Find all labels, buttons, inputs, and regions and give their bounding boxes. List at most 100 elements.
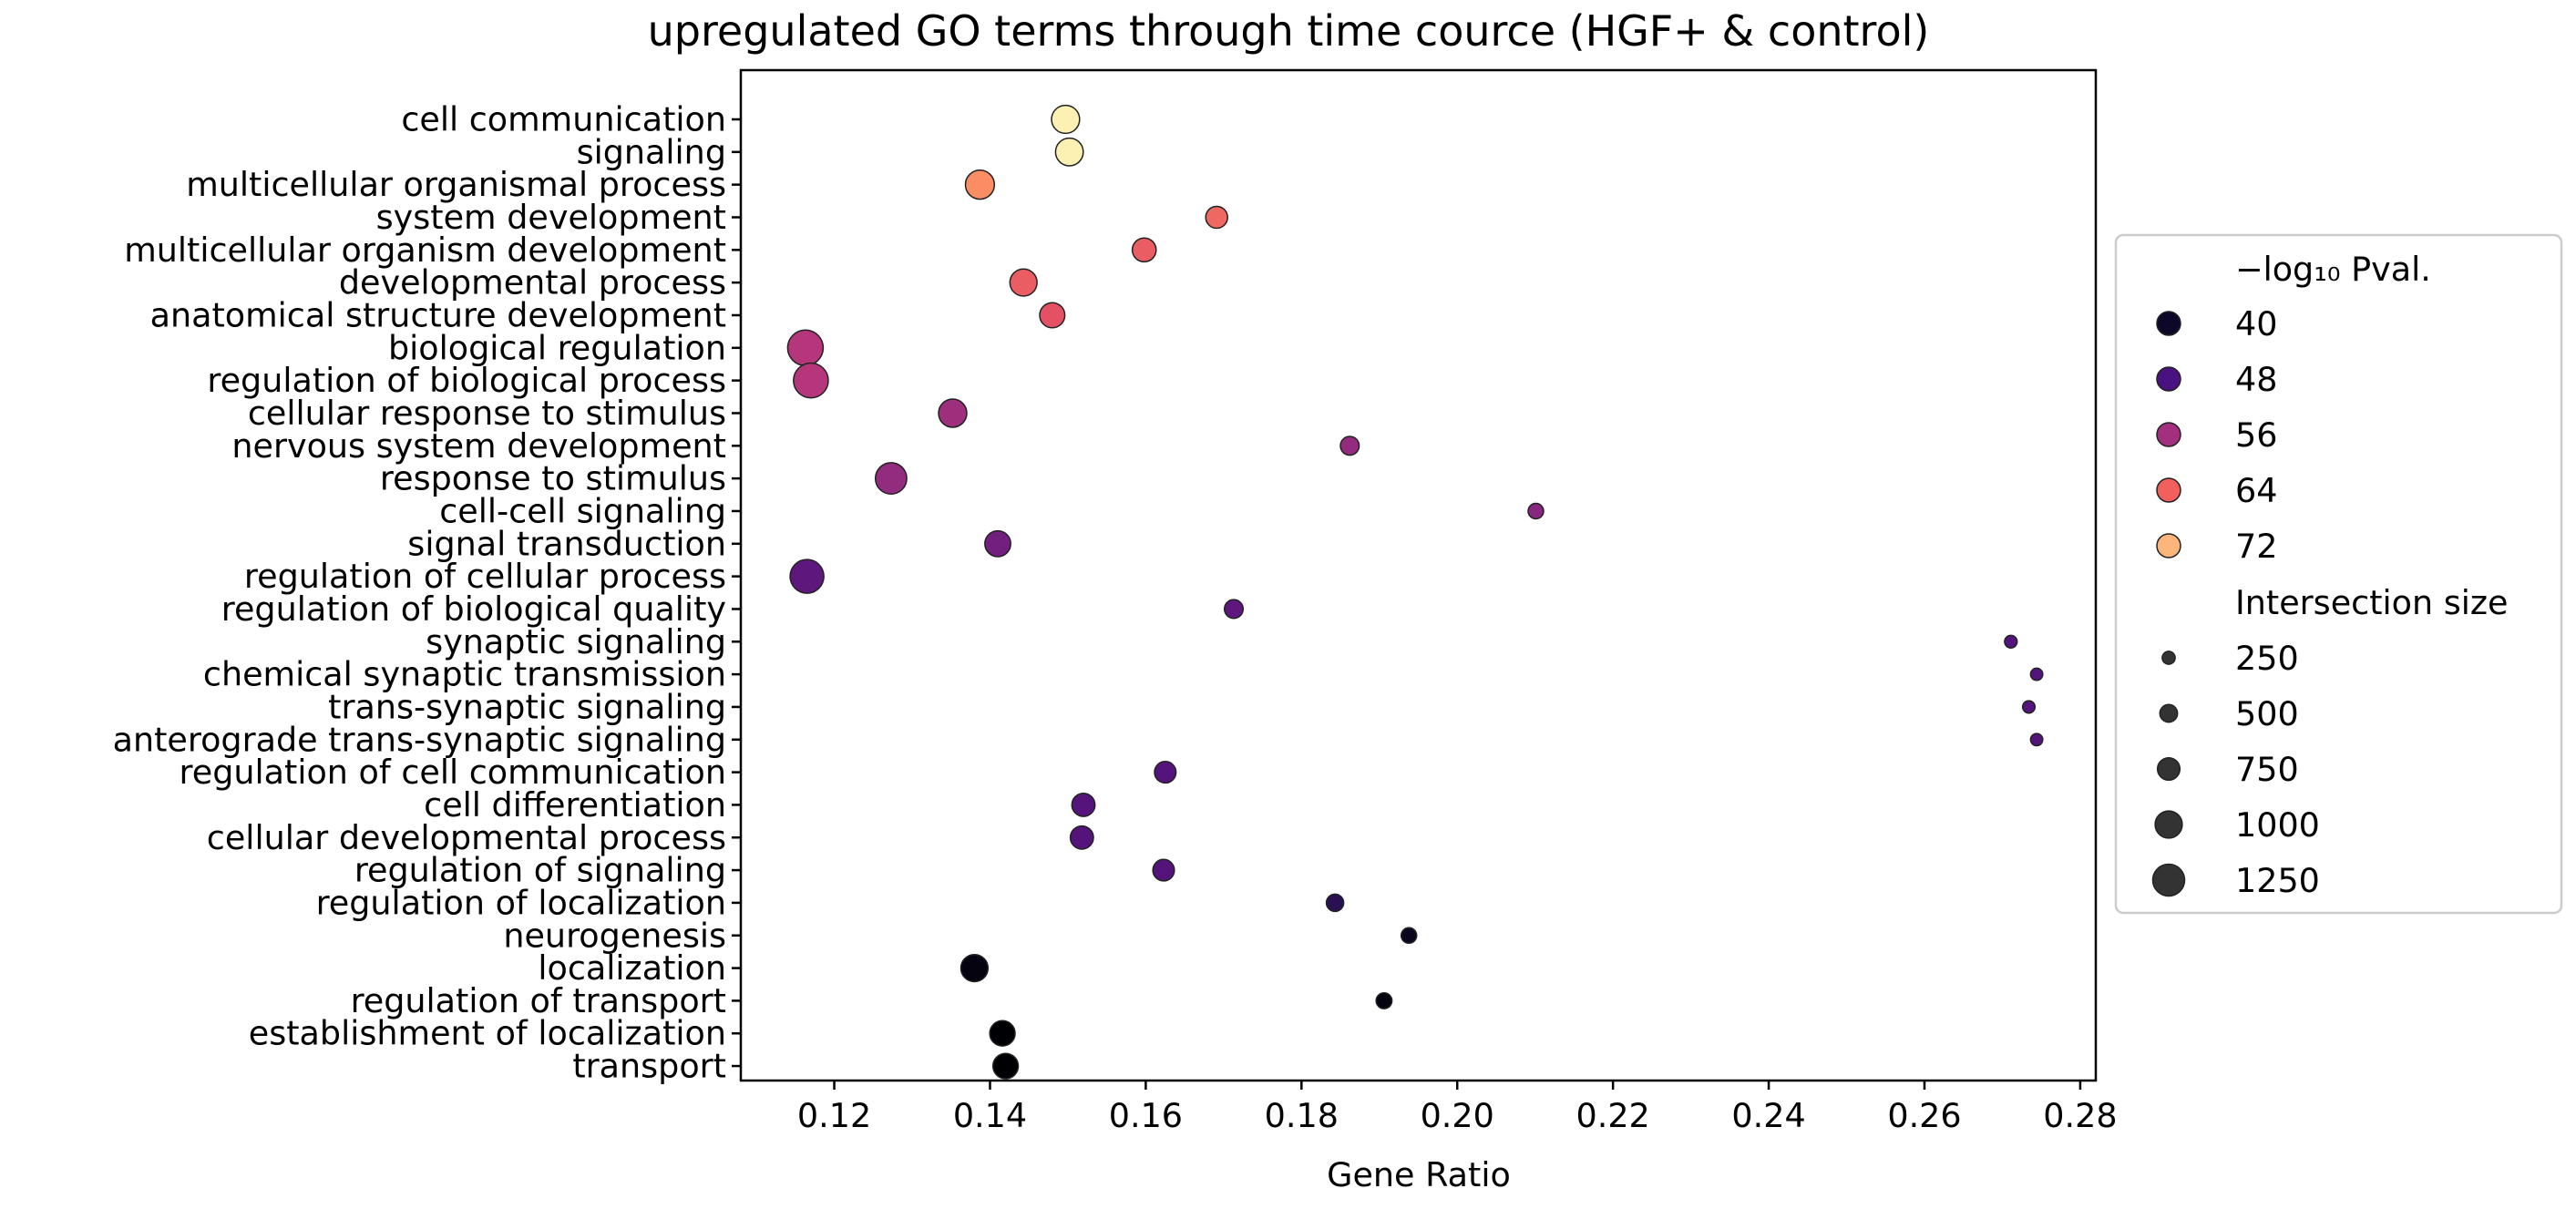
y-tick-label: regulation of signaling	[354, 851, 726, 890]
x-tick-label: 0.26	[1887, 1096, 1961, 1135]
y-tick-label: signaling	[577, 132, 726, 171]
legend-size-swatch	[2161, 651, 2176, 665]
legend-size-swatch	[2156, 756, 2181, 782]
legend-color-label: 48	[2235, 360, 2277, 399]
data-point	[1051, 104, 1081, 135]
legend-size-swatch	[2159, 703, 2179, 723]
y-tick-label: signal transduction	[407, 524, 726, 563]
legend-size-label: 500	[2235, 694, 2299, 733]
y-tick-label: multicellular organism development	[124, 231, 726, 270]
y-tick-label: developmental process	[339, 263, 726, 302]
data-point	[1375, 991, 1393, 1009]
y-tick-label: localization	[538, 948, 726, 988]
data-point	[1527, 502, 1545, 520]
y-tick-label: cell communication	[401, 100, 726, 139]
data-point	[874, 462, 908, 496]
y-tick-label: regulation of cell communication	[180, 753, 726, 792]
data-point	[793, 362, 829, 399]
x-tick-label: 0.12	[797, 1096, 871, 1135]
points-layer	[786, 104, 2044, 1080]
data-point	[984, 529, 1011, 558]
y-tick-label: regulation of transport	[351, 981, 726, 1020]
y-tick-label: regulation of localization	[316, 883, 726, 922]
axes-frame	[739, 68, 2098, 1082]
x-tick-label: 0.20	[1421, 1096, 1494, 1135]
y-tick-label: neurogenesis	[503, 916, 726, 955]
y-tick-label: chemical synaptic transmission	[203, 655, 726, 694]
plot-area: cell communicationsignalingmulticellular…	[113, 68, 2118, 1135]
data-point	[1325, 893, 1345, 913]
x-axis-label: Gene Ratio	[1327, 1155, 1511, 1194]
x-tick-label: 0.24	[1731, 1096, 1805, 1135]
legend: −log₁₀ Pval. 40 48 56 64 72 Intersection siz…	[2114, 233, 2563, 915]
y-tick-label: cellular developmental process	[207, 818, 726, 857]
y-tick-label: nervous system development	[231, 426, 726, 466]
y-tick-label: regulation of biological process	[207, 361, 726, 400]
legend-color-title: −log₁₀ Pval.	[2235, 250, 2431, 289]
y-tick-label: cell differentiation	[424, 785, 726, 825]
y-tick-label: system development	[376, 198, 726, 237]
data-point	[1071, 792, 1096, 817]
x-tick-label: 0.22	[1576, 1096, 1650, 1135]
data-point	[1009, 268, 1038, 297]
y-tick-label: regulation of biological quality	[221, 589, 726, 629]
y-tick-labels: cell communicationsignalingmulticellular…	[113, 100, 741, 1086]
legend-color-swatch	[2156, 366, 2181, 392]
legend-size-swatch	[2151, 863, 2186, 897]
legend-color-label: 40	[2235, 304, 2277, 343]
data-point	[2029, 667, 2044, 681]
data-point	[1152, 858, 1175, 882]
y-tick-label: trans-synaptic signaling	[328, 687, 726, 726]
y-tick-label: biological regulation	[388, 328, 726, 367]
data-point	[1054, 137, 1084, 167]
data-point	[789, 558, 825, 594]
legend-size-label: 750	[2235, 750, 2299, 789]
y-tick-label: cellular response to stimulus	[248, 394, 726, 433]
legend-size-label: 250	[2235, 639, 2299, 678]
x-tick-label: 0.14	[953, 1096, 1027, 1135]
data-point	[1039, 302, 1066, 329]
data-point	[1400, 927, 1418, 945]
legend-size-title: Intersection size	[2235, 583, 2509, 622]
data-point	[938, 398, 968, 428]
y-tick-label: response to stimulus	[380, 459, 726, 498]
data-point	[1069, 825, 1094, 850]
legend-size-swatch	[2154, 810, 2183, 839]
data-point	[964, 169, 996, 200]
legend-color-swatch	[2156, 533, 2181, 558]
data-point	[2029, 733, 2044, 747]
legend-size-label: 1000	[2235, 805, 2320, 845]
y-tick-label: synaptic signaling	[426, 622, 726, 661]
legend-color-swatch	[2156, 422, 2181, 447]
legend-size-entries: 250 500 750 1000 1250	[2151, 639, 2320, 900]
y-tick-label: cell-cell signaling	[439, 491, 726, 530]
data-point	[2021, 700, 2037, 714]
legend-color-swatch	[2156, 311, 2181, 336]
legend-size-label: 1250	[2235, 861, 2320, 900]
data-point	[1131, 237, 1157, 263]
x-ticks: 0.12 0.14 0.16 0.18 0.20 0.22 0.24 0.26 0.28	[797, 1081, 2118, 1135]
data-point	[960, 953, 990, 983]
data-point	[1205, 205, 1228, 230]
x-tick-label: 0.16	[1109, 1096, 1183, 1135]
data-point	[1223, 599, 1245, 620]
y-tick-label: establishment of localization	[249, 1014, 726, 1053]
data-point	[991, 1052, 1020, 1080]
legend-color-label: 64	[2235, 471, 2277, 510]
y-tick-label: anterograde trans-synaptic signaling	[113, 720, 726, 759]
x-tick-label: 0.18	[1265, 1096, 1339, 1135]
x-tick-label: 0.28	[2043, 1096, 2117, 1135]
legend-color-label: 56	[2235, 415, 2277, 455]
y-tick-label: transport	[572, 1047, 726, 1086]
legend-frame	[2114, 233, 2563, 915]
data-point	[2004, 634, 2018, 649]
y-tick-label: anatomical structure development	[150, 295, 726, 334]
data-point	[786, 329, 825, 367]
y-tick-label: multicellular organismal process	[186, 165, 726, 204]
legend-color-label: 72	[2235, 527, 2277, 566]
legend-color-entries: 40 48 56 64 72	[2156, 304, 2277, 566]
chart-title: upregulated GO terms through time cource…	[648, 6, 1930, 56]
legend-color-swatch	[2156, 477, 2181, 503]
data-point	[1154, 761, 1177, 784]
